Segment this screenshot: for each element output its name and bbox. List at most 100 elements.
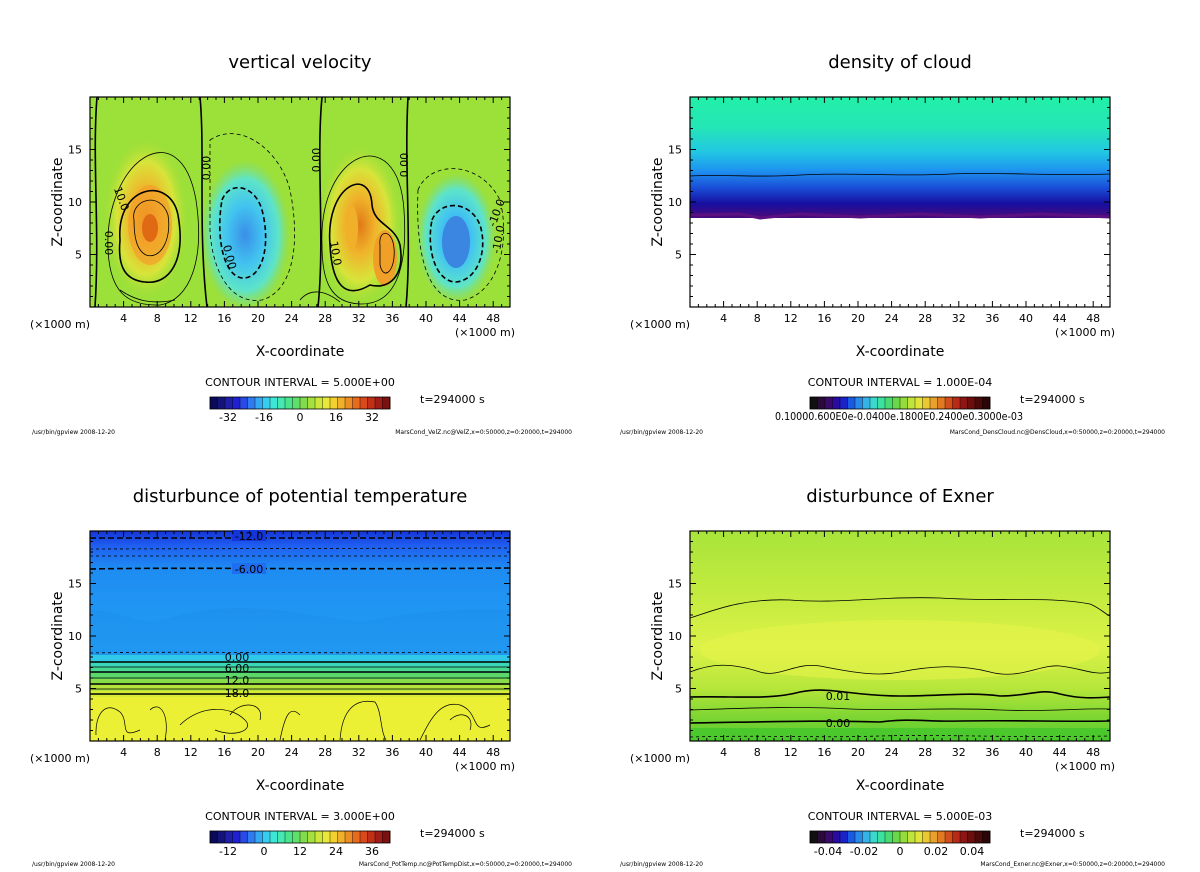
colorbar-swatch bbox=[277, 397, 286, 409]
time-label: t=294000 s bbox=[420, 393, 485, 406]
colorbar-swatch bbox=[840, 397, 848, 409]
time-label: t=294000 s bbox=[420, 827, 485, 840]
x-tick-label: 32 bbox=[352, 312, 366, 325]
colorbar-swatch bbox=[937, 397, 946, 409]
y-tick-label: 10 bbox=[68, 630, 82, 643]
colorbar-swatch bbox=[982, 397, 991, 409]
x-tick-label: 4 bbox=[120, 746, 127, 759]
colorbar-swatch bbox=[847, 397, 856, 409]
x-axis-label: X-coordinate bbox=[856, 778, 945, 794]
y-tick-label: 5 bbox=[75, 249, 82, 262]
contour-label: 0.00 bbox=[225, 651, 250, 664]
contour-interval-text: CONTOUR INTERVAL = 5.000E-03 bbox=[808, 810, 992, 823]
x-tick-label: 24 bbox=[285, 312, 299, 325]
x-tick-label: 12 bbox=[784, 312, 798, 325]
colorbar-swatch bbox=[330, 831, 338, 843]
colorbar-tick-label: 24 bbox=[329, 845, 343, 858]
colorbar-swatch bbox=[255, 397, 263, 409]
colorbar-swatch bbox=[307, 397, 316, 409]
x-tick-label: 8 bbox=[154, 312, 161, 325]
contour-label: -6.00 bbox=[235, 563, 263, 576]
colorbar-swatch bbox=[307, 831, 316, 843]
footer-file: MarsCond_PotTemp.nc@PotTempDist,x=0:5000… bbox=[359, 861, 572, 868]
colorbar-swatch bbox=[247, 831, 256, 843]
contour-label-group: -12.0 -6.00 0.00 6.00 12.0 18.0 bbox=[225, 530, 266, 700]
colorbar-swatch bbox=[832, 397, 841, 409]
x-tick-label: 28 bbox=[918, 746, 932, 759]
x-tick-label: 12 bbox=[184, 746, 198, 759]
colorbar-swatch bbox=[952, 831, 961, 843]
colorbar-swatch bbox=[930, 397, 938, 409]
colorbar-swatch bbox=[982, 831, 991, 843]
colorbar-swatch bbox=[892, 397, 901, 409]
colorbar-swatch bbox=[240, 397, 248, 409]
colorbar-swatch bbox=[810, 831, 818, 843]
colorbar-frame bbox=[809, 396, 991, 410]
x-tick-label: 36 bbox=[385, 746, 399, 759]
colorbar-swatch bbox=[855, 831, 863, 843]
colorbar-swatch bbox=[960, 397, 968, 409]
colorbar-tick-label: -12 bbox=[219, 845, 237, 858]
footer-file: MarsCond_Exner.nc@Exner,x=0:50000,z=0:20… bbox=[980, 861, 1165, 868]
x-tick-label: 28 bbox=[318, 746, 332, 759]
colorbar-swatch bbox=[217, 831, 226, 843]
contour-label-group: 0.01 0.00 bbox=[826, 690, 851, 730]
x-tick-label: 8 bbox=[154, 746, 161, 759]
x-unit-label: (×1000 m) bbox=[455, 760, 515, 773]
panel-potential-temperature: disturbunce of potential temperature bbox=[30, 486, 572, 868]
contour-lines bbox=[94, 97, 505, 307]
colorbar-swatch bbox=[855, 397, 863, 409]
contour-label: 0.00 bbox=[102, 231, 115, 256]
x-tick-label: 36 bbox=[385, 312, 399, 325]
colorbar-swatch bbox=[870, 831, 878, 843]
colorbar-swatch bbox=[817, 397, 826, 409]
colorbar-swatch bbox=[817, 831, 826, 843]
x-tick-label: 32 bbox=[352, 746, 366, 759]
footer-path: /usr/bin/gpview 2008-12-20 bbox=[32, 861, 115, 868]
footer-file: MarsCond_DensCloud.nc@DensCloud,x=0:5000… bbox=[950, 429, 1165, 436]
colorbar-swatch bbox=[232, 397, 241, 409]
panel-exner: disturbunce of Exner 0.01 0.00 4 8 12 16 20 2… bbox=[620, 486, 1165, 868]
colorbar-swatch bbox=[240, 831, 248, 843]
panel-density-of-cloud: density of cloud 4 8 12 16 20 24 28 32 36 40 44 485… bbox=[620, 52, 1165, 436]
colorbar-swatch bbox=[247, 397, 256, 409]
contour-label: -12.0 bbox=[235, 530, 263, 543]
colorbar-swatch bbox=[225, 831, 233, 843]
colorbar-tick-label: -0.04 bbox=[814, 845, 842, 858]
x-tick-label: 8 bbox=[754, 312, 761, 325]
colorbar-swatch bbox=[337, 397, 346, 409]
y-tick-label: 15 bbox=[68, 144, 82, 157]
panel-vertical-velocity: vertical velocity bbox=[30, 52, 572, 436]
colorbar-swatch bbox=[337, 831, 346, 843]
colorbar-tick-label: -32 bbox=[219, 411, 237, 424]
colorbar-swatch bbox=[300, 831, 308, 843]
chart-title: disturbunce of Exner bbox=[806, 486, 994, 507]
colorbar-swatch bbox=[345, 831, 353, 843]
colorbar-swatch bbox=[885, 831, 893, 843]
colorbar-swatch bbox=[967, 397, 976, 409]
colorbar-swatch bbox=[322, 831, 331, 843]
x-tick-label: 20 bbox=[251, 746, 265, 759]
x-unit-label: (×1000 m) bbox=[1055, 760, 1115, 773]
colorbar-swatch bbox=[345, 397, 353, 409]
colorbar-swatch bbox=[255, 831, 263, 843]
colorbar-swatch bbox=[210, 397, 218, 409]
colorbar-swatch bbox=[945, 831, 953, 843]
contour-label: 6.00 bbox=[225, 662, 250, 675]
contour-label: 0.00 bbox=[200, 156, 213, 181]
colorbar-swatch bbox=[840, 831, 848, 843]
colorbar-swatch bbox=[960, 831, 968, 843]
colorbar-swatch bbox=[975, 397, 983, 409]
x-tick-label: 16 bbox=[817, 746, 831, 759]
colorbar-tick-label: 32 bbox=[365, 411, 379, 424]
x-unit-label: (×1000 m) bbox=[1055, 326, 1115, 339]
colorbar-swatch bbox=[975, 831, 983, 843]
contour-label: 10.0 bbox=[327, 240, 344, 266]
x-tick-label: 8 bbox=[754, 746, 761, 759]
colorbar-swatch bbox=[832, 831, 841, 843]
colorbar-frame bbox=[209, 396, 391, 410]
colorbar-swatch bbox=[217, 397, 226, 409]
x-tick-label: 16 bbox=[217, 312, 231, 325]
colorbar-swatch bbox=[375, 397, 383, 409]
colorbar-swatch bbox=[352, 831, 361, 843]
